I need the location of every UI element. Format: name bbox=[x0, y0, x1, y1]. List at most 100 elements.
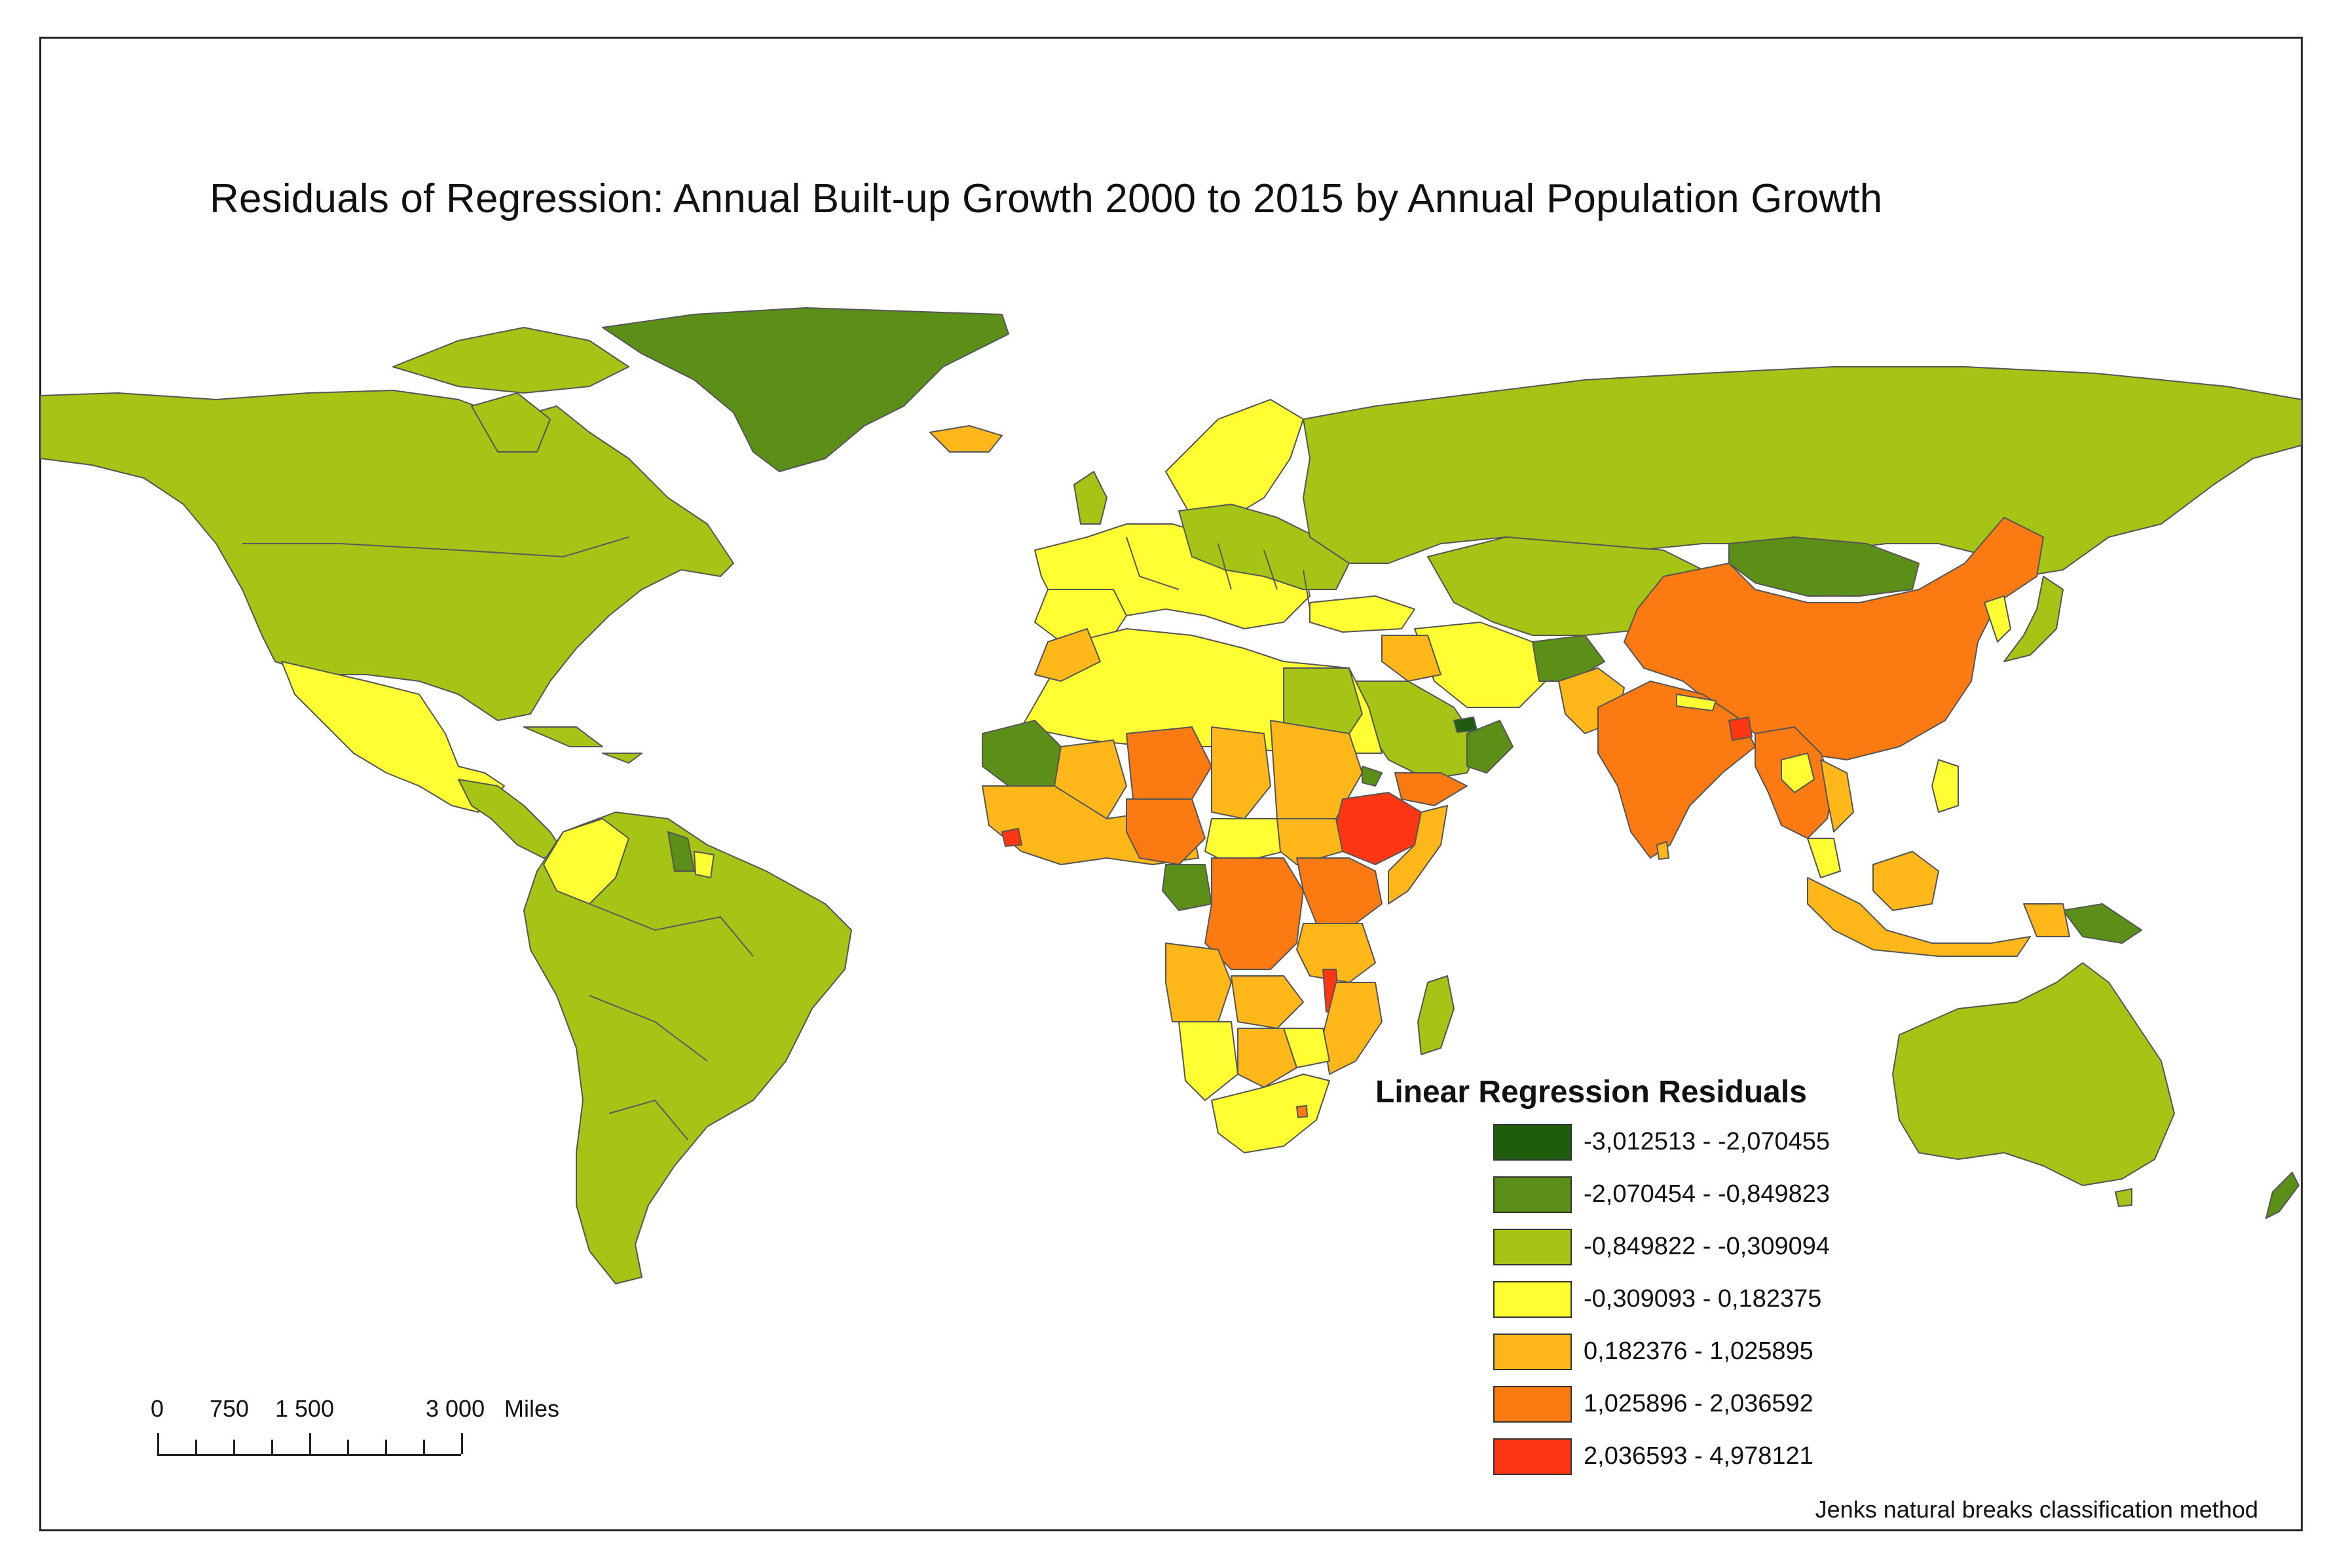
legend-item: 1,025896 - 2,036592 bbox=[1493, 1386, 1886, 1424]
region-eritrea bbox=[1362, 766, 1383, 787]
border-south-america bbox=[589, 903, 754, 1140]
region-philippines bbox=[1931, 759, 1959, 813]
region-madagascar bbox=[1417, 975, 1455, 1055]
scale-label: 0 bbox=[151, 1395, 164, 1422]
legend-swatch bbox=[1493, 1229, 1572, 1265]
scale-unit-label: Miles bbox=[504, 1395, 560, 1422]
legend-item: -2,070454 - -0,849823 bbox=[1493, 1176, 1886, 1214]
legend: Linear Regression Residuals -3,012513 - … bbox=[1375, 1074, 1830, 1475]
region-nepal bbox=[1676, 694, 1717, 711]
region-oman bbox=[1466, 720, 1514, 774]
region-yemen bbox=[1394, 772, 1468, 806]
legend-label: -3,012513 - -2,070455 bbox=[1584, 1128, 1831, 1155]
region-korea bbox=[1984, 595, 2011, 643]
region-indonesia bbox=[1807, 877, 2031, 957]
region-south-africa bbox=[1211, 1073, 1330, 1153]
legend-item: 2,036593 - 4,978121 bbox=[1493, 1438, 1886, 1476]
scale-tick bbox=[195, 1440, 197, 1454]
scale-tick bbox=[271, 1440, 273, 1454]
region-new-guinea-west bbox=[2023, 903, 2070, 937]
region-south-america bbox=[523, 812, 852, 1284]
region-mongolia bbox=[1728, 536, 1920, 597]
region-guyana bbox=[667, 831, 695, 872]
region-botswana bbox=[1237, 1028, 1297, 1088]
legend-item: -0,849822 - -0,309094 bbox=[1493, 1229, 1886, 1267]
scale-tick bbox=[385, 1440, 387, 1454]
region-zambia bbox=[1231, 975, 1304, 1029]
legend-label: -2,070454 - -0,849823 bbox=[1584, 1180, 1831, 1208]
scale-tick bbox=[423, 1440, 425, 1454]
scale-tick bbox=[233, 1440, 235, 1454]
region-zimbabwe bbox=[1283, 1028, 1330, 1068]
region-drc bbox=[1204, 857, 1304, 970]
region-somalia bbox=[1388, 805, 1448, 905]
region-turkey bbox=[1309, 595, 1415, 633]
region-sri-lanka bbox=[1656, 841, 1669, 860]
region-north-america bbox=[40, 390, 734, 721]
scale-label: 3 000 bbox=[426, 1395, 485, 1422]
region-east-africa bbox=[1296, 857, 1383, 924]
region-new-zealand bbox=[2265, 1172, 2299, 1219]
scale-label: 1 500 bbox=[275, 1395, 335, 1422]
scale-tick bbox=[157, 1433, 159, 1454]
region-iraq bbox=[1381, 635, 1441, 682]
region-gabon-congo bbox=[1162, 864, 1212, 911]
region-borneo bbox=[1872, 851, 1939, 911]
classification-note: Jenks natural breaks classification meth… bbox=[1815, 1496, 2258, 1523]
region-sierra-leone bbox=[1001, 828, 1022, 847]
region-europe-central bbox=[1178, 504, 1350, 590]
region-india bbox=[1597, 681, 1756, 859]
legend-swatch bbox=[1493, 1281, 1572, 1318]
map-title: Residuals of Regression: Annual Built-up… bbox=[210, 176, 1883, 221]
region-suriname bbox=[694, 851, 715, 878]
scale-line bbox=[157, 1454, 461, 1456]
region-bangladesh bbox=[1728, 717, 1753, 741]
region-namibia bbox=[1178, 1021, 1238, 1101]
region-uk bbox=[1073, 471, 1107, 525]
region-caribbean bbox=[523, 726, 642, 764]
legend-swatch bbox=[1493, 1386, 1572, 1423]
scale-label: 750 bbox=[210, 1395, 250, 1422]
region-egypt bbox=[1283, 667, 1363, 734]
scale-tick bbox=[347, 1440, 349, 1454]
region-chad bbox=[1211, 726, 1271, 819]
region-china bbox=[1624, 517, 2044, 760]
region-niger bbox=[1126, 726, 1212, 800]
region-morocco bbox=[1034, 628, 1101, 682]
region-tasmania bbox=[2115, 1188, 2132, 1207]
region-japan bbox=[2003, 576, 2064, 662]
legend-title: Linear Regression Residuals bbox=[1375, 1075, 1807, 1110]
region-greenland bbox=[602, 307, 1009, 472]
legend-item: 0,182376 - 1,025895 bbox=[1493, 1334, 1886, 1372]
legend-label: -0,849822 - -0,309094 bbox=[1584, 1233, 1831, 1260]
scale-tick bbox=[461, 1433, 463, 1454]
region-malaysia bbox=[1807, 838, 1841, 878]
region-arctic-islands bbox=[392, 327, 629, 394]
legend-swatch bbox=[1493, 1438, 1572, 1475]
region-baffin bbox=[471, 392, 551, 453]
region-iceland bbox=[929, 425, 1003, 453]
region-mexico bbox=[281, 661, 505, 813]
region-papua-new-guinea bbox=[2062, 903, 2142, 944]
region-central-america bbox=[458, 779, 564, 859]
region-australia bbox=[1892, 962, 2175, 1186]
region-lesotho bbox=[1296, 1105, 1308, 1118]
legend-item: -3,012513 - -2,070455 bbox=[1493, 1124, 1886, 1162]
legend-label: 1,025896 - 2,036592 bbox=[1584, 1390, 1813, 1417]
legend-label: 2,036593 - 4,978121 bbox=[1584, 1442, 1813, 1470]
region-iran bbox=[1414, 622, 1546, 708]
region-europe-scandinavia bbox=[1165, 399, 1304, 518]
region-vietnam bbox=[1820, 759, 1854, 832]
legend-swatch bbox=[1493, 1124, 1572, 1161]
legend-label: -0,309093 - 0,182375 bbox=[1584, 1285, 1822, 1313]
scale-bar: 0 750 1 500 3 000 Miles bbox=[151, 1395, 559, 1461]
legend-swatch bbox=[1493, 1176, 1572, 1213]
scale-tick bbox=[309, 1433, 311, 1454]
legend-swatch bbox=[1493, 1334, 1572, 1370]
legend-item: -0,309093 - 0,182375 bbox=[1493, 1281, 1886, 1319]
region-sudan bbox=[1270, 720, 1363, 819]
region-colombia bbox=[543, 818, 629, 905]
border-europe bbox=[1126, 536, 1310, 610]
border-canada-usa bbox=[242, 536, 629, 558]
region-thailand bbox=[1781, 753, 1815, 793]
